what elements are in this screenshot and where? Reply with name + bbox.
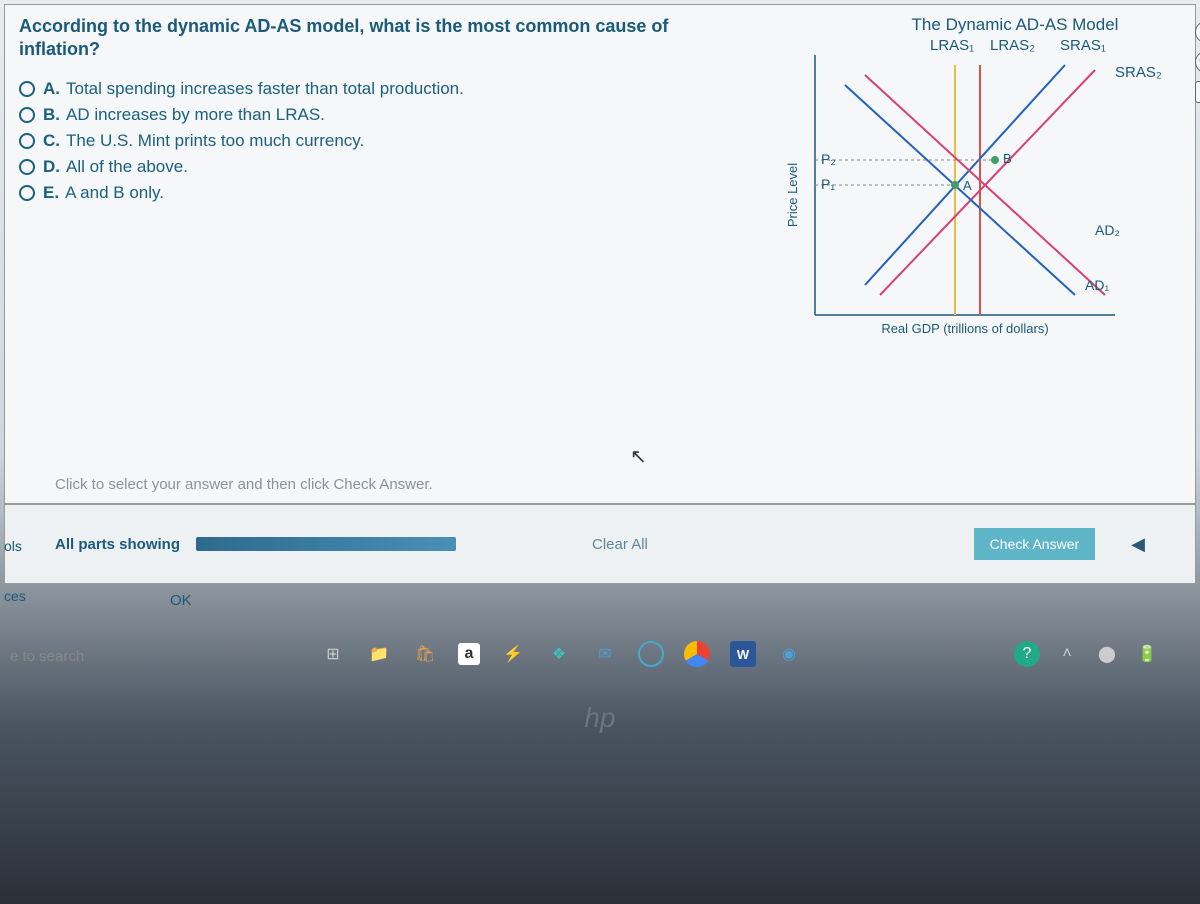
radio-icon[interactable]: [19, 133, 35, 149]
radio-icon[interactable]: [19, 159, 35, 175]
svg-text:LRAS₂: LRAS₂: [990, 37, 1035, 54]
svg-text:Price Level: Price Level: [785, 163, 800, 227]
check-answer-button[interactable]: Check Answer: [974, 528, 1095, 560]
radio-icon[interactable]: [19, 81, 35, 97]
battery-icon[interactable]: 🔋: [1134, 641, 1160, 667]
hp-logo: hp: [584, 702, 615, 734]
hint-text: Click to select your answer and then cli…: [55, 476, 433, 493]
chart-tools: ⊕ 🔍 ⇱: [1195, 21, 1200, 103]
option-text: Total spending increases faster than tot…: [66, 79, 464, 99]
option-letter: A.: [43, 79, 60, 99]
mail-icon[interactable]: ✉: [592, 641, 618, 667]
search-hint[interactable]: e to search: [4, 634, 90, 679]
option-letter: B.: [43, 105, 60, 125]
svg-text:AD₁: AD₁: [1085, 277, 1109, 293]
word-icon[interactable]: W: [730, 641, 756, 667]
cursor-icon: ↖: [630, 444, 647, 469]
chart-title: The Dynamic AD-AS Model: [845, 15, 1185, 35]
svg-text:P₂: P₂: [821, 151, 836, 167]
zoom-icon[interactable]: 🔍: [1195, 51, 1200, 73]
option-text: All of the above.: [66, 157, 188, 177]
option-letter: E.: [43, 183, 59, 203]
svg-text:B: B: [1003, 151, 1012, 166]
progress-bar: [196, 537, 456, 551]
cortana-icon[interactable]: [638, 641, 664, 667]
option-letter: C.: [43, 131, 60, 151]
tray-chevron-icon[interactable]: ˄: [1054, 641, 1080, 667]
svg-text:LRAS₁: LRAS₁: [930, 37, 974, 54]
adas-chart: LRAS₁ LRAS₂ SRAS₁ SRAS₂ AD₂ AD₁ P₂ P₁ A B Price Le…: [785, 35, 1185, 345]
edge-icon[interactable]: ◉: [776, 641, 802, 667]
svg-text:P₁: P₁: [821, 176, 835, 192]
chart-container: The Dynamic AD-AS Model LRAS₁ LRAS₂ SRAS₁ S…: [785, 15, 1185, 345]
option-text: A and B only.: [65, 183, 164, 203]
option-text: The U.S. Mint prints too much currency.: [66, 131, 364, 151]
task-view-icon[interactable]: ⊞: [320, 641, 346, 667]
svg-text:SRAS₂: SRAS₂: [1115, 64, 1162, 81]
svg-text:AD₂: AD₂: [1095, 222, 1120, 238]
app-icon[interactable]: a: [458, 643, 480, 665]
svg-text:SRAS₁: SRAS₁: [1060, 37, 1106, 54]
question-panel: According to the dynamic AD-AS model, wh…: [4, 4, 1196, 504]
parts-showing-label: All parts showing: [55, 536, 180, 553]
question-text: According to the dynamic AD-AS model, wh…: [19, 15, 699, 62]
clear-all-button[interactable]: Clear All: [592, 536, 648, 553]
radio-icon[interactable]: [19, 185, 35, 201]
radio-icon[interactable]: [19, 107, 35, 123]
explorer-icon[interactable]: 📁: [366, 641, 392, 667]
bolt-icon[interactable]: ⚡: [500, 641, 526, 667]
taskbar: ⊞ 📁 🛍 a ⚡ ❖ ✉ W ◉ ? ˄ ⬤ 🔋: [320, 634, 1180, 674]
prev-arrow-icon[interactable]: ◀: [1131, 534, 1145, 555]
tray-icon[interactable]: ⬤: [1094, 641, 1120, 667]
zoom-in-icon[interactable]: ⊕: [1195, 21, 1200, 43]
svg-text:A: A: [963, 178, 972, 193]
ok-label: OK: [170, 584, 1200, 617]
footer-bar: All parts showing Clear All Check Answer…: [4, 504, 1196, 584]
left-tab-ces[interactable]: ces: [0, 584, 30, 608]
chrome-icon[interactable]: [684, 641, 710, 667]
left-tab-ols[interactable]: ols: [0, 534, 26, 558]
help-icon[interactable]: ?: [1014, 641, 1040, 667]
option-text: AD increases by more than LRAS.: [66, 105, 325, 125]
store-icon[interactable]: 🛍: [412, 641, 438, 667]
option-letter: D.: [43, 157, 60, 177]
popout-icon[interactable]: ⇱: [1195, 81, 1200, 103]
layers-icon[interactable]: ❖: [546, 641, 572, 667]
svg-text:Real GDP (trillions of dollars: Real GDP (trillions of dollars): [881, 321, 1048, 336]
